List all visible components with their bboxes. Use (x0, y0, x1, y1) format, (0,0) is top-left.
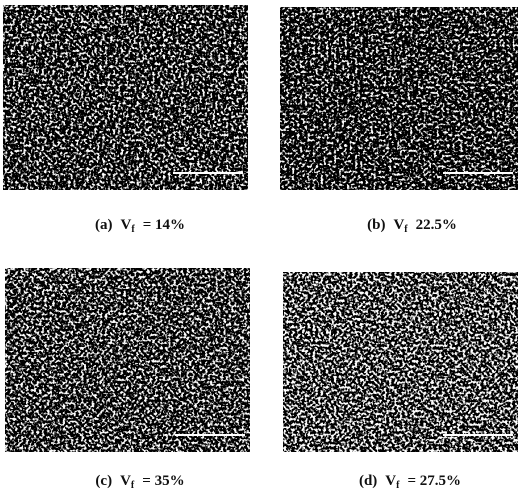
scale-bar (175, 434, 245, 436)
caption: (a) Vf = 14% (95, 217, 185, 235)
micrograph (3, 5, 248, 190)
caption-value: = 35% (142, 473, 184, 489)
micrograph-image (5, 268, 250, 452)
caption-variable: V (385, 473, 396, 489)
caption-variable: V (393, 217, 404, 233)
caption-label: (a) (95, 217, 113, 233)
caption-variable: V (121, 217, 132, 233)
caption-value: = 14% (143, 217, 185, 233)
scale-bar (173, 172, 243, 174)
caption-value: = 27.5% (407, 473, 461, 489)
micrograph (5, 268, 250, 452)
caption-subscript: f (131, 480, 135, 491)
caption-label: (c) (95, 473, 112, 489)
caption-label: (b) (367, 217, 385, 233)
micrograph-image (280, 7, 518, 190)
caption: (c) Vf = 35% (95, 473, 184, 491)
caption-subscript: f (404, 224, 408, 235)
page: {"figure": {"panels": [ {"label": "(a)",… (0, 0, 523, 495)
caption-subscript: f (131, 224, 135, 235)
scale-bar (443, 434, 513, 436)
caption-variable: V (120, 473, 131, 489)
micrograph (283, 272, 518, 452)
caption: (b) Vf 22.5% (367, 217, 457, 235)
micrograph (280, 7, 518, 190)
caption: (d) Vf = 27.5% (359, 473, 461, 491)
caption-subscript: f (396, 480, 400, 491)
caption-label: (d) (359, 473, 377, 489)
micrograph-image (283, 272, 518, 452)
caption-value: 22.5% (416, 217, 457, 233)
scale-bar (443, 172, 513, 174)
figure: (a) Vf = 14% (b) Vf 22.5% (c) Vf = 35% (d) Vf = 27.… (0, 0, 523, 495)
micrograph-image (3, 5, 248, 190)
